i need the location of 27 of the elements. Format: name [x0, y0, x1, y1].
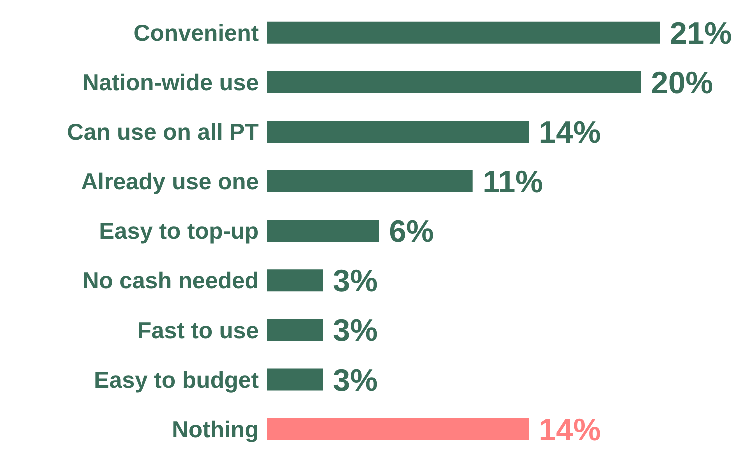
data-label: 11% [482, 164, 544, 200]
y-tick-label: Fast to use [138, 317, 259, 344]
data-label: 21% [670, 16, 732, 51]
y-tick-label: Easy to budget [94, 366, 260, 393]
bar [267, 368, 324, 391]
bar [267, 270, 324, 292]
bar [267, 71, 642, 94]
data-label: 14% [539, 114, 602, 150]
y-tick-label: No cash needed [82, 268, 259, 294]
y-tick-label: Nation-wide use [82, 70, 259, 96]
y-tick-label: Easy to top-up [99, 218, 259, 244]
bar [267, 22, 660, 44]
data-label: 3% [333, 264, 378, 299]
data-label: 3% [333, 313, 378, 348]
bar [267, 120, 529, 143]
bar [267, 220, 380, 242]
y-tick-label: Convenient [134, 20, 260, 46]
data-label: 3% [333, 362, 378, 398]
bar [267, 170, 473, 193]
y-tick-label: Already use one [81, 168, 259, 195]
bar [267, 418, 529, 440]
data-label: 20% [651, 65, 714, 100]
y-tick-label: Nothing [172, 416, 259, 442]
data-label: 14% [539, 412, 602, 448]
bar [267, 319, 324, 342]
y-tick-label: Can use on all PT [67, 119, 259, 146]
data-label: 6% [389, 214, 434, 250]
